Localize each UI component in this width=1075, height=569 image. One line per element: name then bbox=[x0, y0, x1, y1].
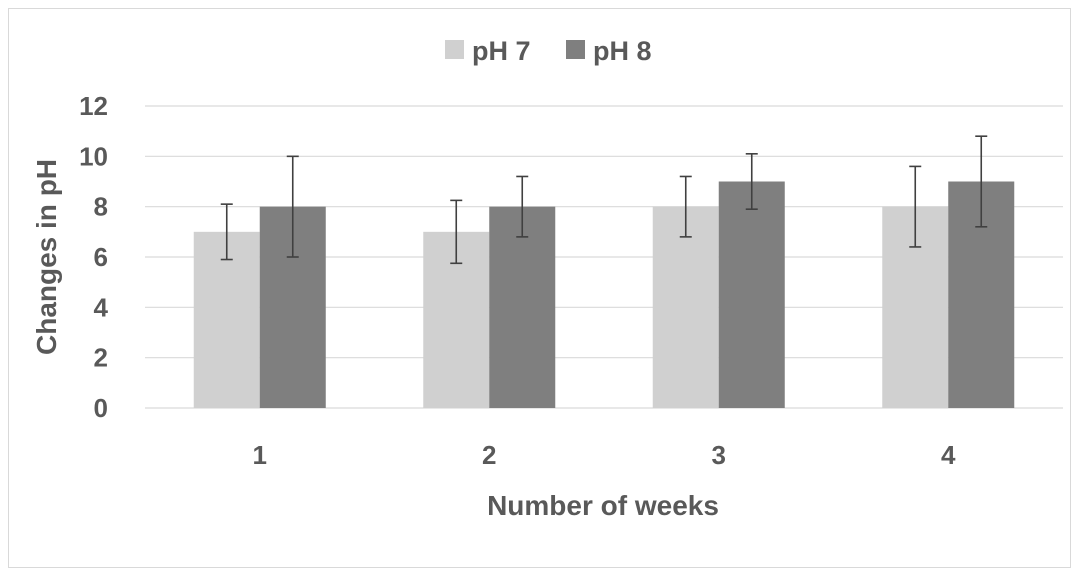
x-tick-label: 3 bbox=[712, 440, 726, 470]
y-tick-labels: 0 2 4 6 8 10 12 bbox=[79, 91, 108, 423]
error-bar bbox=[679, 175, 692, 238]
error-bar bbox=[516, 175, 529, 238]
legend-swatch-ph7 bbox=[445, 40, 464, 59]
y-axis-title: Changes in pH bbox=[31, 159, 62, 355]
y-tick-label: 0 bbox=[94, 393, 108, 423]
error-bar bbox=[909, 165, 922, 248]
error-bars bbox=[220, 135, 988, 265]
x-tick-label: 4 bbox=[941, 440, 956, 470]
error-bar bbox=[745, 153, 758, 210]
bars bbox=[193, 181, 1015, 408]
x-tick-label: 2 bbox=[482, 440, 496, 470]
x-tick-labels: 1 2 3 4 bbox=[253, 440, 957, 470]
bar-ph7-week-1 bbox=[193, 231, 260, 408]
error-bar bbox=[450, 199, 463, 265]
error-bar bbox=[286, 155, 299, 258]
error-bar bbox=[975, 135, 988, 228]
x-axis-title: Number of weeks bbox=[487, 490, 719, 521]
legend-label-ph7: pH 7 bbox=[472, 36, 531, 66]
legend-swatch-ph8 bbox=[566, 40, 585, 59]
y-tick-label: 12 bbox=[79, 91, 108, 121]
x-tick-label: 1 bbox=[253, 440, 267, 470]
error-bar bbox=[220, 203, 233, 261]
legend-label-ph8: pH 8 bbox=[593, 36, 652, 66]
bar-ph8-week-3 bbox=[718, 181, 785, 408]
legend: pH 7 pH 8 bbox=[445, 36, 652, 66]
bar-ph7-week-3 bbox=[652, 206, 719, 408]
y-tick-label: 6 bbox=[94, 242, 108, 272]
y-tick-label: 4 bbox=[94, 292, 109, 322]
y-tick-label: 2 bbox=[94, 343, 108, 373]
y-tick-label: 8 bbox=[94, 192, 108, 222]
y-tick-label: 10 bbox=[79, 141, 108, 171]
bar-ph8-week-2 bbox=[489, 206, 556, 408]
